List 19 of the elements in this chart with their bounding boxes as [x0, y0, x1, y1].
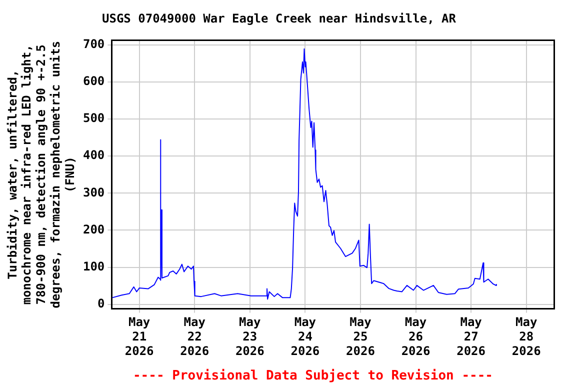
y-tick-label: 500 — [82, 111, 105, 126]
x-tick-label: May 26 2026 — [401, 315, 430, 358]
x-tick-label: May 25 2026 — [346, 315, 375, 358]
x-tick-label: May 21 2026 — [124, 315, 154, 358]
x-tick-label: May 23 2026 — [235, 315, 264, 358]
y-tick-label: 300 — [82, 185, 105, 200]
y-tick-label: 600 — [82, 74, 105, 88]
text: ---- Provisional Data Subject to Revision ---- — [132, 368, 494, 384]
y-axis-title: Turbidity, water, unfiltered, monochrome near infra-red LED light, 780-900 nm, detection angle 90 +-2.5 degrees, formazin nephelometric units (FNU) — [5, 40, 77, 308]
y-tick-label: 0 — [97, 296, 105, 310]
x-tick-label: May 22 2026 — [180, 315, 210, 358]
x-tick-label: May 28 2026 — [512, 315, 541, 358]
x-tick-label: May 24 2026 — [290, 315, 320, 358]
y-tick-label: 100 — [82, 259, 105, 274]
x-tick-label: May 27 2026 — [456, 315, 486, 358]
y-tick-label: 400 — [82, 148, 105, 162]
y-tick-label: 700 — [82, 36, 105, 51]
chart-title: USGS 07049000 War Eagle Creek near Hindsville, AR — [102, 11, 457, 26]
y-tick-label: 200 — [82, 222, 105, 236]
